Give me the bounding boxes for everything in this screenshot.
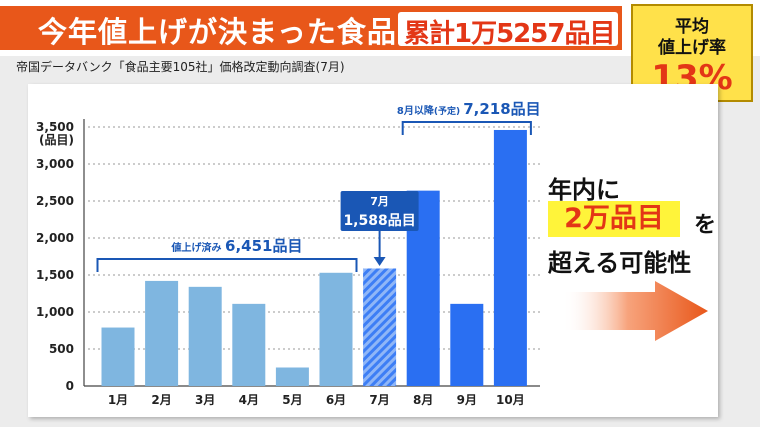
x-tick-label: 2月 xyxy=(151,393,171,407)
x-tick-label: 8月 xyxy=(413,393,433,407)
annotation-planned: 8月以降(予定) 7,218品目 xyxy=(397,100,541,118)
x-tick-label: 1月 xyxy=(108,393,128,407)
rate-label-line2: 値上げ率 xyxy=(658,38,726,58)
x-tick-label: 5月 xyxy=(282,393,302,407)
x-tick-label: 7月 xyxy=(369,393,389,407)
y-tick-label: 2,500 xyxy=(36,194,74,208)
x-tick-label: 3月 xyxy=(195,393,215,407)
rate-label-line1: 平均 xyxy=(675,17,709,37)
total-box xyxy=(398,12,618,46)
bar xyxy=(450,303,484,386)
bar xyxy=(101,327,135,386)
page-title: 今年値上げが決まった食品 xyxy=(38,15,397,49)
x-tick-label: 9月 xyxy=(457,393,477,407)
bracket-planned xyxy=(401,121,532,135)
x-tick-label: 4月 xyxy=(239,393,259,407)
message-line1: 年内に xyxy=(548,176,620,204)
message-particle: を xyxy=(694,213,717,238)
bar xyxy=(188,286,222,386)
y-tick-label: 2,000 xyxy=(36,231,74,245)
bracket-done xyxy=(96,258,358,272)
trend-arrow xyxy=(562,281,708,341)
callout-current-box xyxy=(340,191,419,231)
y-tick-label: 0 xyxy=(66,379,74,393)
y-tick-label: 1,500 xyxy=(36,268,74,282)
x-tick-label: 10月 xyxy=(496,393,525,407)
bar xyxy=(145,280,179,386)
x-tick-label: 6月 xyxy=(326,393,346,407)
message-highlight: 2万品目 xyxy=(548,201,680,237)
bar xyxy=(319,272,353,386)
bar xyxy=(493,129,527,386)
total-label: 累計1万5257品目 xyxy=(404,19,615,49)
y-unit-label: (品目) xyxy=(39,133,74,147)
callout-arrow-head xyxy=(373,257,386,266)
y-tick-label: 1,000 xyxy=(36,305,74,319)
message-line3: 超える可能性 xyxy=(548,249,692,277)
y-tick-label: 3,500 xyxy=(36,120,74,134)
y-tick-label: 3,000 xyxy=(36,157,74,171)
annotation-done: 値上げ済み 6,451品目 xyxy=(171,237,303,255)
callout-current-value: 1,588品目 xyxy=(343,213,415,229)
bar xyxy=(275,367,309,386)
callout-current-month: 7月 xyxy=(370,195,389,208)
bar xyxy=(363,268,397,386)
source-text: 帝国データバンク「食品主要105社」価格改定動向調査(7月) xyxy=(16,60,345,74)
y-tick-label: 500 xyxy=(49,342,74,356)
bar xyxy=(232,303,266,386)
